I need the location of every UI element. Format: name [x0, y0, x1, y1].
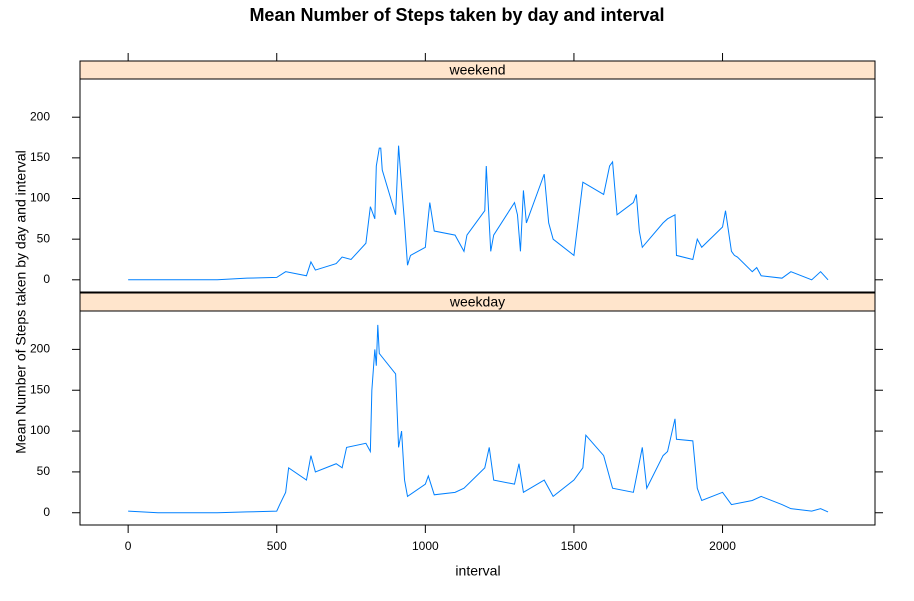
- x-tick-label: 1000: [412, 539, 439, 553]
- y-tick-label: 200: [30, 342, 50, 356]
- chart-title: Mean Number of Steps taken by day and in…: [249, 5, 664, 25]
- y-tick-label: 150: [30, 382, 50, 396]
- x-axis-label: interval: [455, 563, 500, 579]
- panel: [79, 310, 876, 526]
- y-tick-label: 0: [43, 505, 50, 519]
- strip-label: weekday: [449, 294, 505, 310]
- x-tick-label: 2000: [709, 539, 736, 553]
- y-tick-label: 50: [37, 464, 51, 478]
- y-tick-label: 200: [30, 109, 50, 123]
- y-tick-label: 100: [30, 423, 50, 437]
- line-series: [128, 324, 829, 514]
- x-tick-label: 1500: [561, 539, 588, 553]
- y-tick-label: 100: [30, 191, 50, 205]
- y-tick-label: 0: [43, 272, 50, 286]
- line-series: [128, 145, 829, 281]
- y-tick-label: 150: [30, 150, 50, 164]
- y-tick-label: 50: [37, 231, 51, 245]
- panel: [79, 78, 876, 293]
- y-axis-label: Mean Number of Steps taken by day and in…: [13, 150, 29, 454]
- strip-label: weekend: [448, 62, 505, 78]
- x-tick-label: 500: [267, 539, 287, 553]
- x-tick-label: 0: [125, 539, 132, 553]
